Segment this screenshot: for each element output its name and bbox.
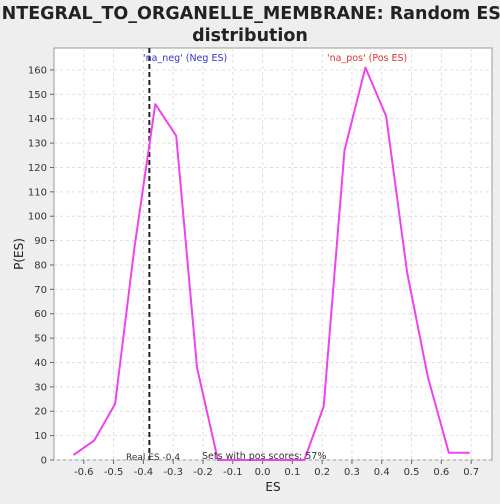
y-tick-label: 100 xyxy=(28,212,47,223)
x-tick-label: 0.6 xyxy=(433,467,449,478)
y-tick-label: 60 xyxy=(34,309,47,320)
y-tick-label: 150 xyxy=(28,90,47,101)
series-layer xyxy=(72,66,470,461)
y-tick-label: 140 xyxy=(28,114,47,125)
y-tick-label: 0 xyxy=(41,456,47,467)
x-axis-label: ES xyxy=(265,480,280,494)
y-tick-label: 80 xyxy=(34,260,47,271)
x-tick-label: -0.2 xyxy=(193,467,213,478)
x-tick-label: 0.3 xyxy=(344,467,360,478)
x-tick-label: -0.1 xyxy=(223,467,243,478)
x-tick-label: -0.4 xyxy=(134,467,154,478)
axes: -0.6 -0.5 -0.4 -0.3 -0.2 -0.1 0.0 0.1 0.2 0.3 0.4 0… xyxy=(28,65,479,478)
x-tick-label: 0.0 xyxy=(255,467,271,478)
x-tick-label: 0.1 xyxy=(284,467,300,478)
x-tick-label: -0.3 xyxy=(163,467,183,478)
real-es-label: Real ES -0.4 xyxy=(126,453,180,463)
x-tick-label: 0.7 xyxy=(463,467,479,478)
pos-es-label: 'na_pos' (Pos ES) xyxy=(327,53,407,64)
y-tick-label: 50 xyxy=(34,334,47,345)
x-tick-label: 0.2 xyxy=(314,467,330,478)
chart-title-line-1: INTEGRAL_TO_ORGANELLE_MEMBRANE: Random E… xyxy=(0,4,500,24)
y-tick-label: 40 xyxy=(34,358,47,369)
y-tick-label: 90 xyxy=(34,236,47,247)
y-tick-label: 130 xyxy=(28,139,47,150)
y-axis-label: P(ES) xyxy=(12,238,26,270)
plot-area xyxy=(53,47,493,461)
pos-scores-label: Sets with pos scores: 57% xyxy=(202,451,326,462)
neg-es-label: 'na_neg' (Neg ES) xyxy=(143,53,227,64)
x-tick-label: 0.4 xyxy=(374,467,390,478)
y-tick-label: 10 xyxy=(34,431,47,442)
x-tick-label: -0.5 xyxy=(104,467,124,478)
x-tick-label: 0.5 xyxy=(404,467,420,478)
y-tick-label: 120 xyxy=(28,163,47,174)
y-tick-label: 30 xyxy=(34,382,47,393)
y-tick-label: 20 xyxy=(34,407,47,418)
x-tick-label: -0.6 xyxy=(74,467,94,478)
y-tick-label: 160 xyxy=(28,65,47,76)
es-distribution-line xyxy=(72,66,470,461)
y-tick-label: 110 xyxy=(28,187,47,198)
grid xyxy=(54,48,492,461)
chart-title-line-2: distribution xyxy=(192,26,308,46)
y-tick-label: 70 xyxy=(34,285,47,296)
